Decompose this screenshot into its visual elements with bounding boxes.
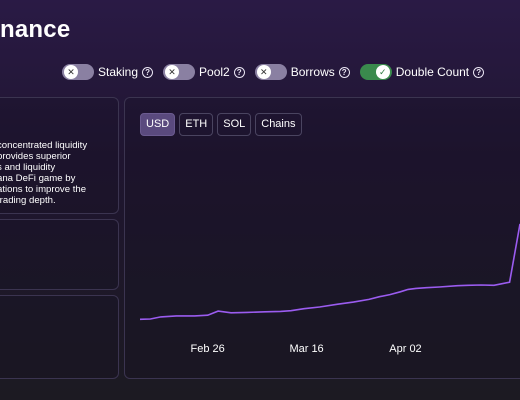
stat-card: [0, 295, 119, 379]
description-line: concentrated liquidity: [0, 140, 88, 151]
borrows-toggle[interactable]: ✕ Borrows ?: [254, 64, 350, 80]
toggle-label: Double Count: [395, 65, 470, 79]
close-icon: ✕: [256, 65, 271, 79]
x-tick-label: Apr 02: [389, 343, 421, 355]
close-icon: ✕: [165, 65, 180, 79]
toggle-label: Staking: [98, 65, 139, 79]
x-tick-label: Mar 16: [289, 343, 323, 355]
description-line: provides superior: [0, 151, 71, 162]
toggle-label: Borrows: [290, 65, 335, 79]
pool2-toggle[interactable]: ✕ Pool2 ?: [163, 64, 245, 80]
help-icon[interactable]: ?: [473, 66, 485, 78]
description-card: concentrated liquidity provides superior…: [0, 97, 119, 214]
unit-sol-button[interactable]: SOL: [217, 113, 252, 136]
double-count-toggle[interactable]: ✓ Double Count ?: [359, 64, 485, 80]
description-line: trading depth.: [0, 195, 56, 206]
toggle-switch[interactable]: ✕: [62, 64, 94, 80]
description-line: ations to improve the: [0, 184, 87, 195]
page-title: nance: [0, 16, 71, 43]
toggle-label: Pool2: [199, 65, 230, 79]
toggle-switch[interactable]: ✕: [163, 64, 196, 80]
toggle-switch[interactable]: ✓: [359, 64, 392, 80]
tvl-chart: Feb 26 Mar 16 Apr 02: [139, 223, 520, 355]
staking-toggle[interactable]: ✕ Staking ?: [62, 64, 154, 80]
description-line: ana DeFi game by: [0, 173, 76, 184]
help-icon[interactable]: ?: [233, 66, 245, 78]
close-icon: ✕: [64, 65, 78, 79]
unit-chains-button[interactable]: Chains: [255, 113, 302, 136]
help-icon[interactable]: ?: [338, 66, 350, 78]
check-icon: ✓: [375, 65, 390, 79]
protocol-description: concentrated liquidity provides superior…: [0, 140, 113, 206]
series-line: [139, 223, 520, 321]
stat-card: [0, 219, 119, 290]
unit-selector: USD ETH SOL Chains: [140, 113, 302, 136]
toggle-bar: ✕ Staking ? ✕ Pool2 ? ✕ Borrows ? ✓ Doub…: [62, 63, 485, 81]
toggle-switch[interactable]: ✕: [254, 64, 287, 80]
unit-eth-button[interactable]: ETH: [179, 113, 214, 136]
unit-usd-button[interactable]: USD: [140, 113, 176, 136]
help-icon[interactable]: ?: [142, 66, 154, 78]
x-tick-label: Feb 26: [191, 343, 225, 355]
description-line: s and liquidity: [0, 162, 56, 173]
chart-card: [124, 97, 520, 379]
